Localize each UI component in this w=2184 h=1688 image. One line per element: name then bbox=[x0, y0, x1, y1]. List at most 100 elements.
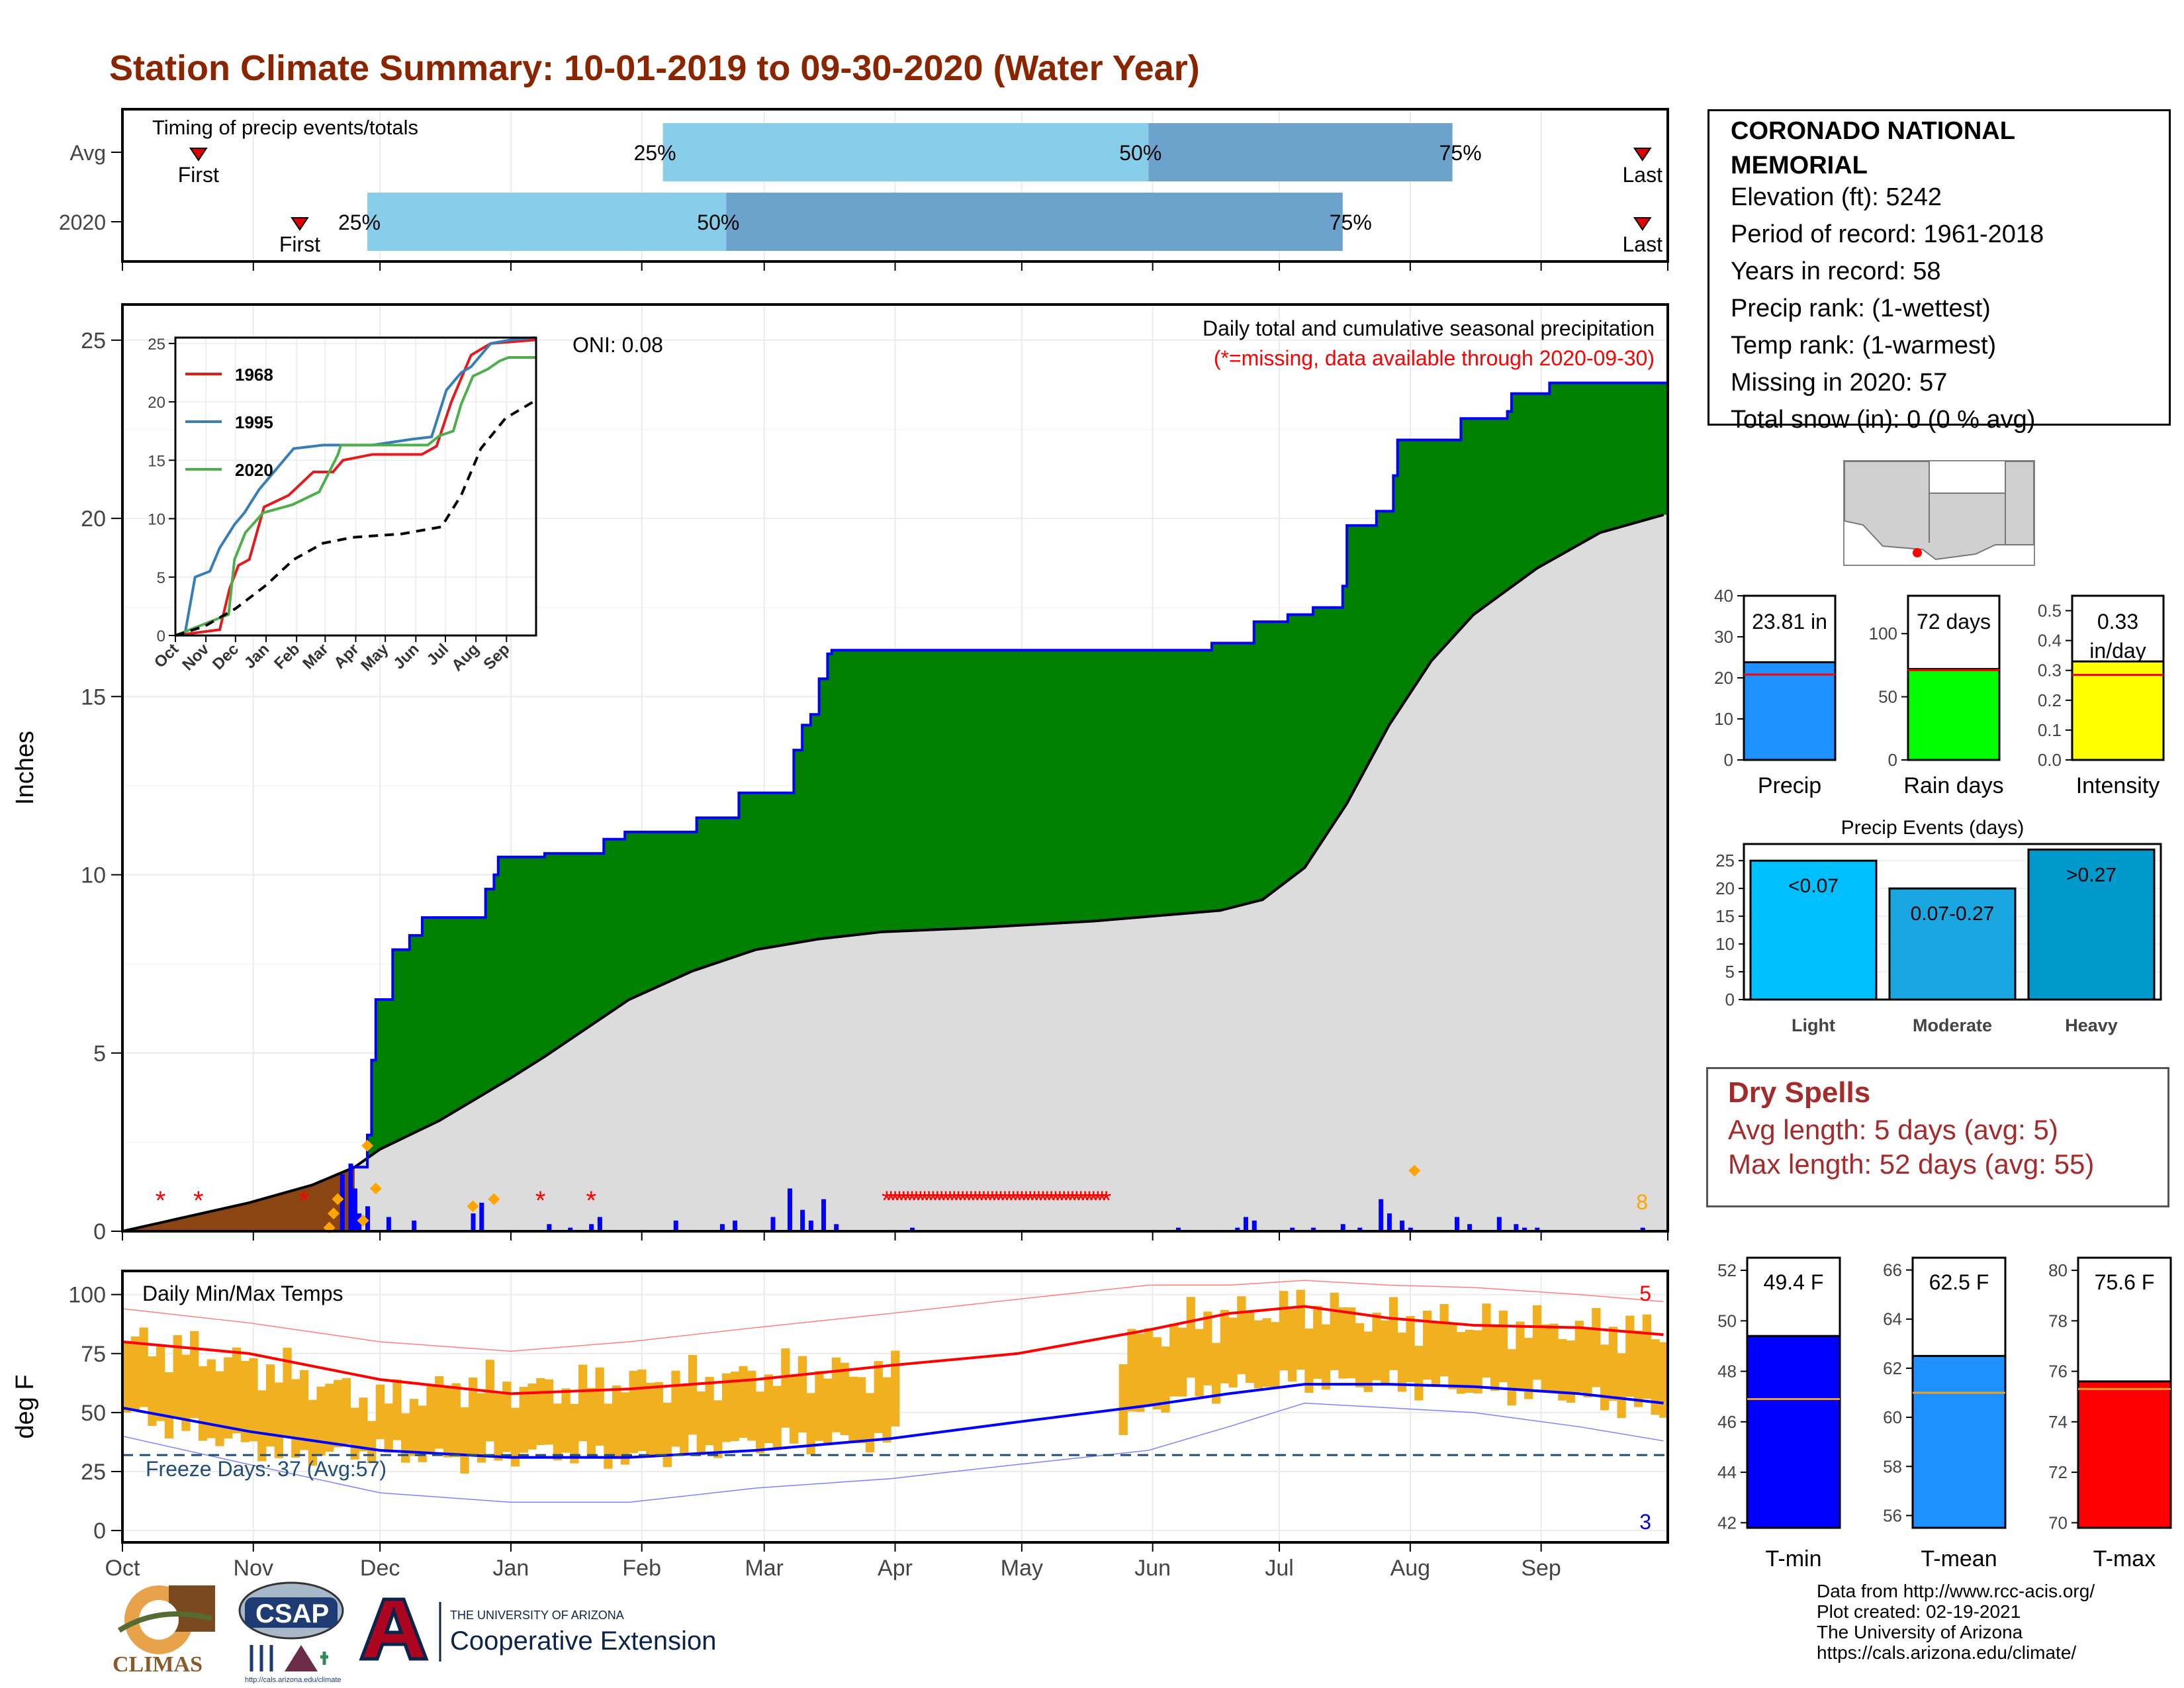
daily-precip-bar bbox=[412, 1220, 417, 1231]
footer-line-3: The University of Arizona bbox=[1817, 1622, 2023, 1642]
total-snow: Total snow (in): 0 (0 % avg) bbox=[1731, 406, 2036, 434]
event-category-label: Light bbox=[1792, 1015, 1835, 1035]
daily-precip-bar bbox=[365, 1206, 371, 1231]
summary-y-tick-label: 74 bbox=[2048, 1412, 2068, 1432]
missing-marker: * bbox=[933, 1186, 943, 1215]
missing-marker: * bbox=[991, 1186, 1002, 1215]
daily-temp-bar bbox=[283, 1347, 292, 1438]
y-tick-label: 15 bbox=[81, 684, 106, 710]
daily-temp-bar bbox=[384, 1403, 393, 1453]
timing-bar-50-75 bbox=[1148, 123, 1453, 181]
last-label: Last bbox=[1622, 232, 1662, 256]
event-marker bbox=[327, 1207, 340, 1220]
month-label: Apr bbox=[878, 1556, 913, 1581]
daily-temp-bar bbox=[156, 1346, 165, 1421]
daily-precip-bar bbox=[340, 1174, 345, 1231]
events-y-tick-label: 20 bbox=[1715, 878, 1735, 898]
dry-spells-avg: Avg length: 5 days (avg: 5) bbox=[1728, 1114, 2058, 1145]
footer-line-1: Data from http://www.rcc-acis.org/ bbox=[1817, 1581, 2095, 1601]
month-label: Sep bbox=[1521, 1556, 1561, 1581]
summary-y-tick-label: 72 bbox=[2048, 1462, 2068, 1482]
daily-temp-bar bbox=[206, 1359, 216, 1438]
y-tick-label: 25 bbox=[81, 1460, 106, 1485]
daily-temp-bar bbox=[139, 1327, 148, 1407]
missing-marker: * bbox=[940, 1186, 951, 1215]
daily-temp-bar bbox=[815, 1371, 824, 1441]
station-name-1: CORONADO NATIONAL bbox=[1731, 117, 2015, 145]
record-max-line bbox=[122, 1280, 1664, 1352]
daily-precip-bar bbox=[1311, 1227, 1316, 1231]
first-marker bbox=[189, 148, 208, 162]
daily-temp-bar bbox=[1397, 1333, 1406, 1392]
inset-series-2020 bbox=[175, 356, 535, 637]
temp-count-top: 5 bbox=[1639, 1282, 1651, 1305]
precip-subtitle: (*=missing, data available through 2020-… bbox=[1214, 346, 1655, 370]
daily-temp-bar bbox=[392, 1379, 402, 1440]
daily-temp-bar bbox=[1169, 1323, 1179, 1397]
daily-temp-bar bbox=[781, 1348, 790, 1428]
daily-temp-bar bbox=[1287, 1309, 1297, 1382]
daily-temp-bar bbox=[1659, 1342, 1668, 1418]
daily-precip-bar bbox=[547, 1224, 552, 1231]
inset-y-tick-label: 25 bbox=[148, 336, 165, 353]
daily-temp-bar bbox=[443, 1387, 453, 1458]
y-tick-label: 75 bbox=[81, 1342, 106, 1367]
daily-temp-bar bbox=[1381, 1320, 1390, 1385]
daily-precip-bar bbox=[352, 1188, 357, 1231]
daily-temp-bar bbox=[426, 1385, 435, 1452]
cumulative-avg-area bbox=[122, 514, 1668, 1231]
daily-temp-bar bbox=[1448, 1325, 1457, 1389]
daily-temp-bar bbox=[325, 1383, 334, 1452]
missing-marker: * bbox=[907, 1186, 917, 1215]
missing-marker: * bbox=[953, 1186, 964, 1215]
missing-marker: * bbox=[1059, 1186, 1069, 1215]
daily-temp-bar bbox=[367, 1421, 377, 1464]
daily-temp-bar bbox=[730, 1372, 739, 1441]
daily-precip-bar bbox=[770, 1217, 776, 1231]
daily-temp-bar bbox=[713, 1400, 723, 1458]
daily-temp-bar bbox=[1203, 1311, 1212, 1385]
y-tick-label: 0 bbox=[93, 1519, 106, 1544]
daily-temp-bar bbox=[418, 1405, 427, 1462]
summary-bar bbox=[1911, 1354, 2007, 1529]
q75-label: 75% bbox=[1439, 141, 1482, 165]
missing-marker: * bbox=[156, 1186, 166, 1215]
cumulative-avg-line bbox=[122, 513, 1664, 1233]
summary-category-label: T-max bbox=[2093, 1546, 2156, 1571]
daily-temp-bar bbox=[1262, 1318, 1271, 1387]
daily-temp-bar bbox=[1482, 1303, 1491, 1378]
daily-temp-bar bbox=[1473, 1330, 1482, 1393]
daily-temp-bar bbox=[1465, 1329, 1475, 1393]
event-marker bbox=[467, 1200, 479, 1213]
summary-y-tick-label: 0.3 bbox=[2038, 661, 2062, 680]
event-category-label: Moderate bbox=[1913, 1015, 1992, 1035]
daily-precip-bar bbox=[910, 1227, 915, 1231]
inset-y-tick-label: 10 bbox=[148, 511, 165, 529]
daily-precip-bar bbox=[821, 1199, 827, 1231]
summary-y-tick-label: 0.5 bbox=[2038, 601, 2062, 621]
event-marker bbox=[369, 1182, 382, 1195]
daily-precip-bar bbox=[589, 1224, 594, 1231]
summary-y-tick-label: 0.1 bbox=[2038, 720, 2062, 740]
events-y-tick-label: 15 bbox=[1715, 906, 1735, 926]
daily-temp-bar bbox=[1330, 1292, 1339, 1370]
daily-temp-bar bbox=[755, 1391, 765, 1454]
dry-spells-max: Max length: 52 days (avg: 55) bbox=[1728, 1149, 2095, 1180]
summary-value-label: 62.5 F bbox=[1929, 1270, 1989, 1294]
daily-precip-bar bbox=[1400, 1220, 1405, 1231]
daily-temp-bar bbox=[629, 1370, 638, 1454]
daily-temp-bar bbox=[240, 1360, 250, 1442]
daily-precip-bar bbox=[1340, 1224, 1345, 1231]
daily-precip-bar bbox=[1175, 1227, 1181, 1231]
summary-bar bbox=[1907, 668, 2001, 761]
event-category-label: Heavy bbox=[2065, 1015, 2118, 1035]
daily-precip-bar bbox=[673, 1220, 678, 1231]
daily-temp-bar bbox=[148, 1356, 157, 1427]
missing-marker: * bbox=[1093, 1186, 1103, 1215]
daily-temp-bar bbox=[502, 1382, 512, 1452]
daily-temp-bar bbox=[604, 1403, 613, 1469]
cumulative-2020-line bbox=[122, 381, 1668, 1233]
events-y-tick-label: 10 bbox=[1715, 934, 1735, 954]
daily-temp-bar bbox=[688, 1354, 698, 1435]
daily-temp-bar bbox=[198, 1366, 208, 1441]
